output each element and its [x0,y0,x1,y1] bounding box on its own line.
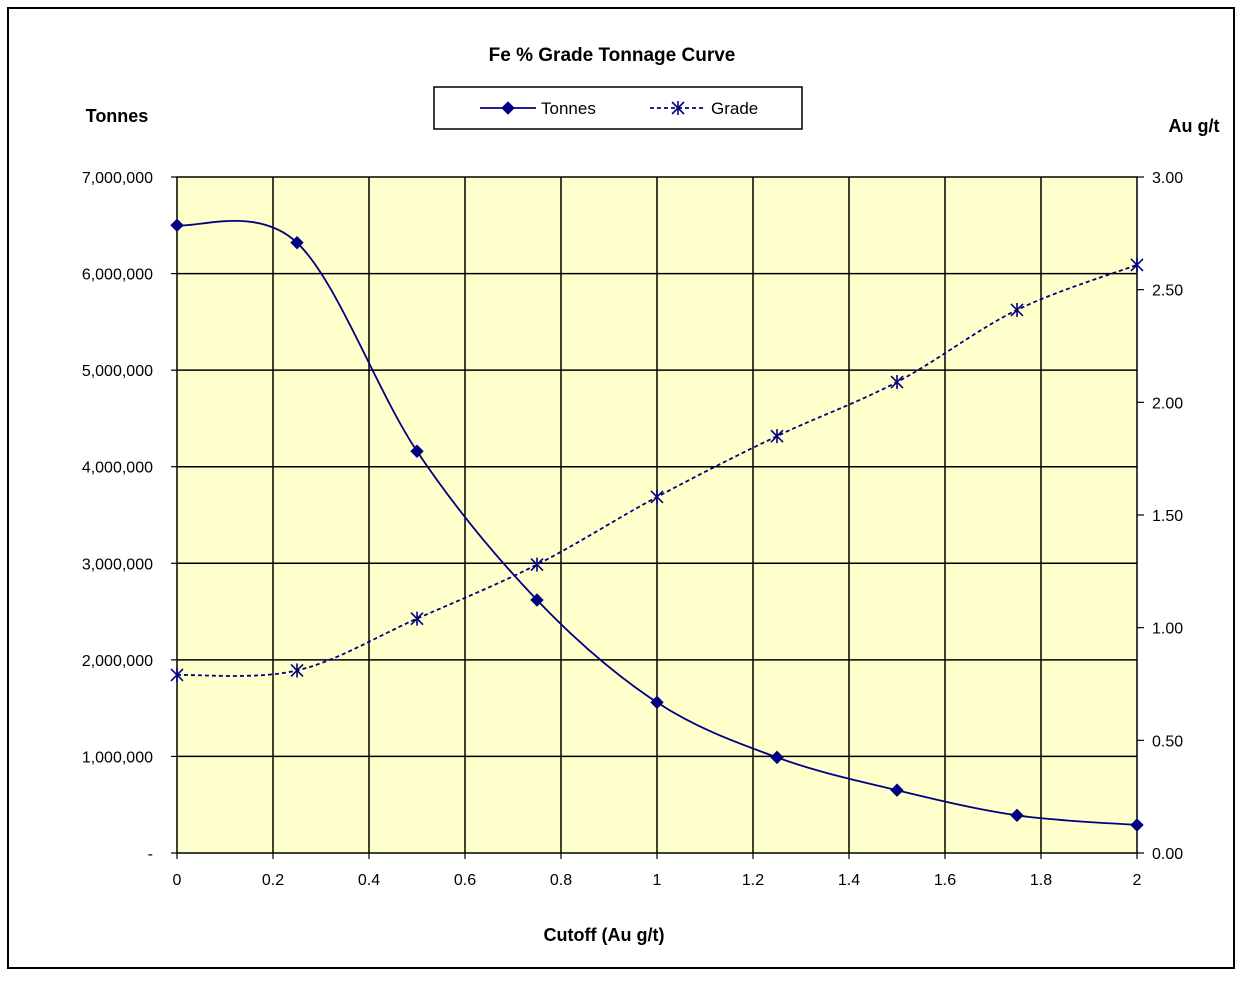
x-axis-title: Cutoff (Au g/t) [544,925,665,945]
y-right-axis-title: Au g/t [1169,116,1220,136]
grid-lines [171,176,1144,859]
data-point-grade [410,611,424,626]
y-left-tick-label: 7,000,000 [82,170,153,187]
data-point-tonnes [1130,818,1144,832]
x-tick-label: 0.8 [550,872,572,889]
data-point-tonnes [410,444,424,458]
series-line-tonnes [176,220,1138,826]
y-right-tick-label: 0.00 [1152,846,1183,863]
legend-marker-grade [671,101,685,115]
x-tick-label: 1.4 [838,872,860,889]
series-grade [170,257,1144,682]
y-right-tick-label: 2.00 [1152,395,1183,412]
y-left-tick-label: 6,000,000 [82,267,153,284]
y-right-tick-label: 1.00 [1152,621,1183,638]
legend-label-tonnes: Tonnes [541,99,596,118]
y-left-axis-title: Tonnes [86,106,149,126]
data-point-tonnes [530,593,544,607]
tick-labels: 0 0.2 0.4 0.6 0.8 1 1.2 1.4 1.6 1.8 2 - 1,000,000 2,0… [82,170,1183,889]
chart-title: Fe % Grade Tonnage Curve [489,45,736,66]
data-point-grade [530,557,544,572]
x-tick-label: 1.2 [742,872,764,889]
data-point-tonnes [290,235,304,250]
y-left-tick-label: - [148,846,153,863]
x-tick-label: 0.2 [262,872,284,889]
legend: Tonnes Grade [433,86,803,130]
y-left-tick-label: 4,000,000 [82,460,153,477]
data-point-tonnes [170,218,184,232]
data-point-grade [770,429,784,444]
y-left-tick-label: 5,000,000 [82,363,153,380]
x-tick-label: 0 [173,872,182,889]
series-tonnes [170,218,1144,832]
data-point-tonnes [890,783,904,797]
x-tick-label: 0.4 [358,872,380,889]
legend-label-grade: Grade [711,99,758,118]
y-right-tick-label: 0.50 [1152,733,1183,750]
y-left-tick-label: 2,000,000 [82,653,153,670]
y-right-tick-label: 1.50 [1152,508,1183,525]
x-tick-label: 1.8 [1030,872,1052,889]
data-point-grade [1010,302,1024,317]
data-point-tonnes [650,695,664,710]
y-left-tick-label: 1,000,000 [82,749,153,766]
data-point-grade [1130,257,1144,272]
data-point-grade [650,489,664,504]
x-tick-label: 2 [1133,872,1142,889]
x-tick-label: 0.6 [454,872,476,889]
data-point-tonnes [770,750,784,765]
legend-marker-tonnes [501,101,515,115]
y-right-tick-label: 2.50 [1152,283,1183,300]
x-tick-label: 1 [653,872,662,889]
x-tick-label: 1.6 [934,872,956,889]
data-point-grade [890,375,904,390]
y-right-tick-label: 3.00 [1152,170,1183,187]
y-left-tick-label: 3,000,000 [82,556,153,573]
data-point-tonnes [1010,808,1024,823]
series-layer [170,218,1144,832]
data-point-grade [290,663,304,678]
data-point-grade [170,667,184,682]
